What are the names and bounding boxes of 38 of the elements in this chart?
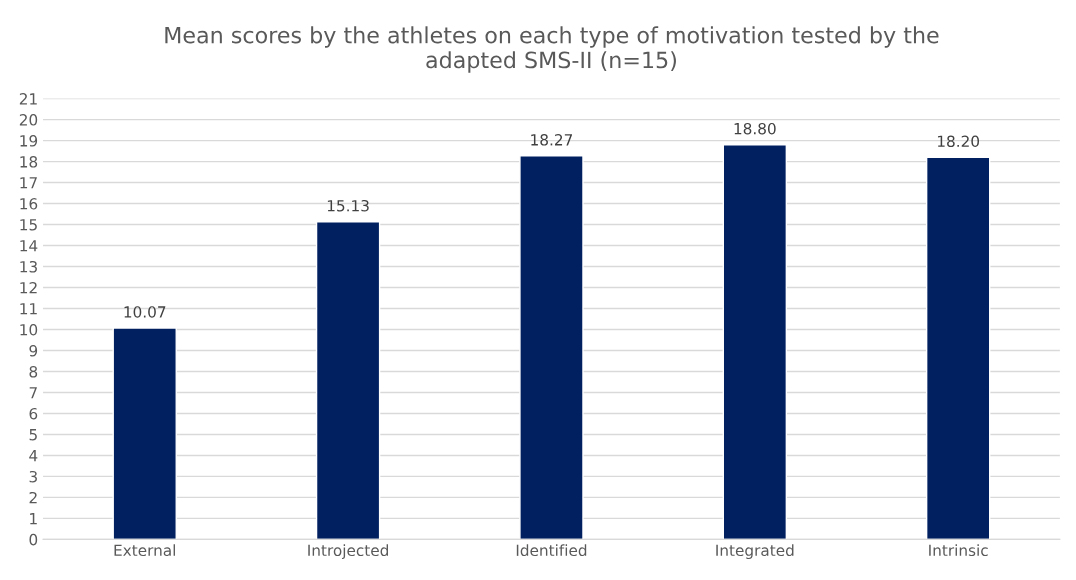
y-tick-label: 18 xyxy=(20,156,38,168)
y-tick-label: 15 xyxy=(20,219,37,231)
x-tick-label: Integrated xyxy=(716,544,794,560)
y-tick-label: 2 xyxy=(29,491,37,504)
data-label: 18.27 xyxy=(531,134,573,146)
y-tick-label: 12 xyxy=(20,281,37,294)
data-label: 18.20 xyxy=(937,135,980,148)
y-tick-label: 5 xyxy=(29,429,37,441)
y-tick-label: 19 xyxy=(20,135,38,147)
y-tick-label: 13 xyxy=(20,260,37,273)
bar xyxy=(315,221,381,540)
y-tick-label: 9 xyxy=(29,344,38,357)
bar xyxy=(112,327,177,540)
y-tick-label: 0 xyxy=(29,533,38,546)
x-tick-label: Identified xyxy=(516,544,587,557)
y-tick-label: 6 xyxy=(29,407,38,420)
data-label: 10.07 xyxy=(124,306,166,318)
data-label: 15.13 xyxy=(327,199,369,212)
y-tick-label: 4 xyxy=(29,450,38,462)
y-tick-label: 3 xyxy=(29,470,37,483)
y-tick-label: 14 xyxy=(20,240,38,252)
data-label: 18.80 xyxy=(734,122,776,135)
bar xyxy=(722,144,788,540)
y-tick-label: 17 xyxy=(20,177,37,189)
x-tick-label: Introjected xyxy=(308,544,388,560)
y-tick-label: 10 xyxy=(20,323,38,336)
bar xyxy=(519,155,584,540)
y-tick-label: 20 xyxy=(19,114,38,126)
x-tick-label: Intrinsic xyxy=(929,544,988,557)
y-tick-label: 21 xyxy=(19,93,37,105)
bar xyxy=(925,156,991,540)
y-tick-label: 16 xyxy=(20,198,38,210)
y-tick-label: 7 xyxy=(29,387,37,399)
y-tick-label: 8 xyxy=(29,365,38,378)
chart-title: Mean scores by the athletes on each type of motivation tested by the adapted SMS-II (n=15) xyxy=(165,26,939,73)
y-tick-label: 11 xyxy=(20,303,37,315)
y-tick-label: 1 xyxy=(30,513,37,525)
x-tick-label: External xyxy=(114,544,175,557)
